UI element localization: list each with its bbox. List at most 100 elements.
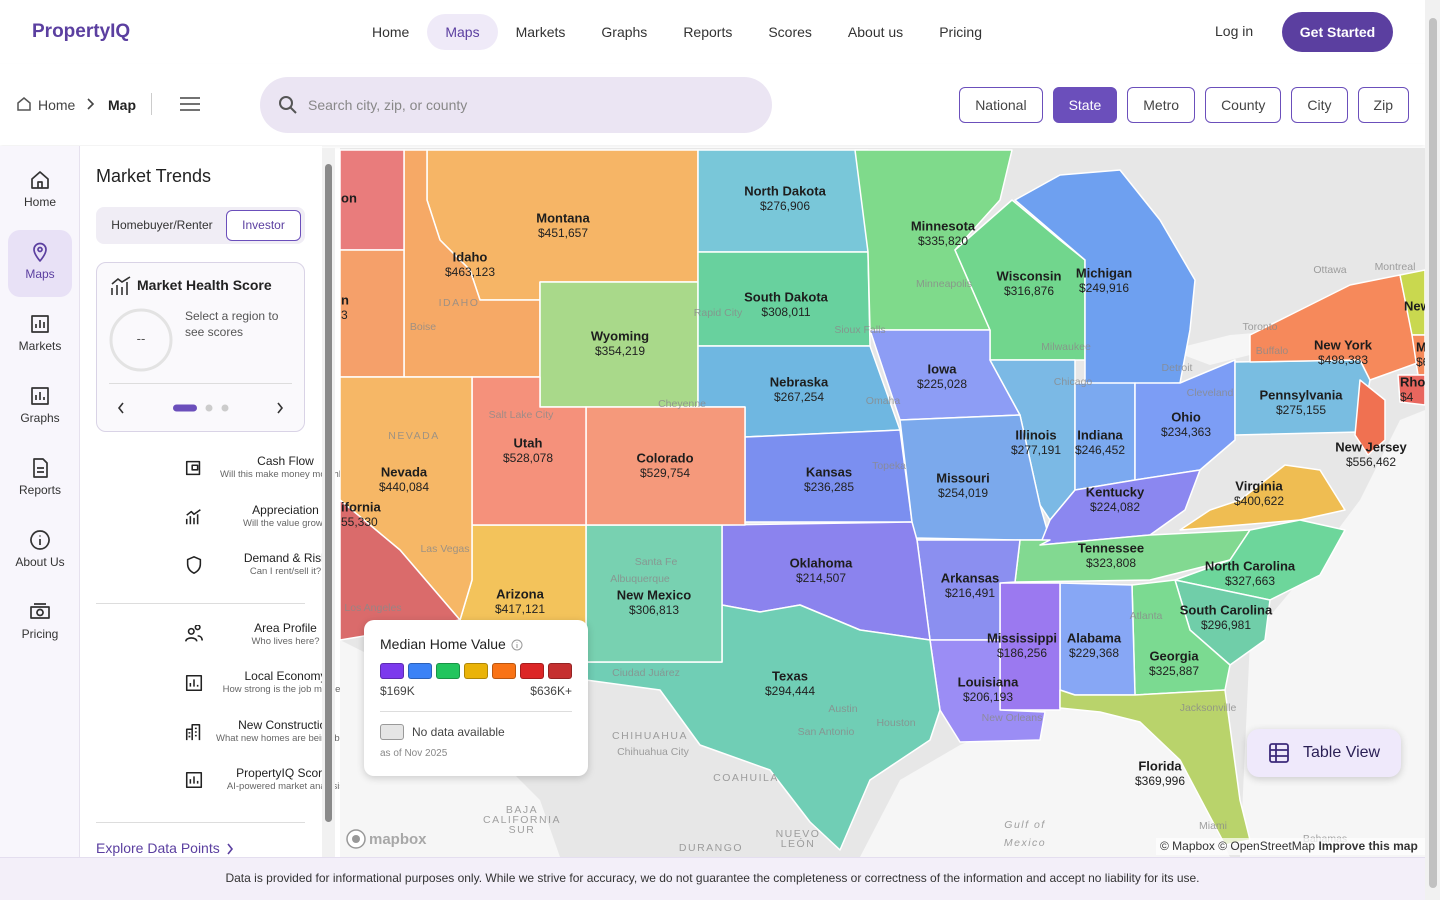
- mapbox-text: mapbox: [369, 830, 427, 848]
- icon: [185, 674, 203, 692]
- mapbox-logo[interactable]: mapbox: [346, 829, 434, 849]
- state-name: New H: [1404, 298, 1425, 313]
- nav-item[interactable]: Scores: [768, 24, 812, 40]
- breadcrumb-home[interactable]: Home: [38, 97, 76, 113]
- tab-active[interactable]: Investor: [226, 210, 301, 241]
- menu-icon[interactable]: [180, 97, 200, 111]
- health-icon: [111, 276, 131, 295]
- state-value: $6: [1416, 355, 1425, 369]
- nav-item[interactable]: Maps: [427, 14, 498, 50]
- level-button[interactable]: Metro: [1127, 87, 1196, 123]
- section-subtitle: Who lives here?: [251, 636, 320, 647]
- water: [860, 700, 1230, 857]
- state-name: Arizona: [496, 586, 544, 601]
- place-label: Santa Fe: [635, 556, 678, 568]
- carousel[interactable]: [116, 401, 286, 415]
- state-name: ifornia: [341, 499, 381, 514]
- state-value: $224,082: [1090, 500, 1140, 514]
- section-subtitle: How strong is the job market?: [222, 684, 349, 695]
- state-name: Nevada: [381, 464, 428, 479]
- level-button[interactable]: National: [959, 87, 1043, 123]
- state-value: $276,906: [760, 199, 810, 213]
- state-name: Colorado: [636, 450, 693, 465]
- icon: [185, 509, 201, 525]
- health-title: Market Health Score: [137, 277, 272, 293]
- sidebar-label: About Us: [15, 555, 65, 569]
- level-button[interactable]: County: [1205, 87, 1282, 123]
- state-value: $296,981: [1201, 618, 1251, 632]
- state-value: $327,663: [1225, 574, 1275, 588]
- nav-item[interactable]: Home: [372, 24, 410, 40]
- section-title: Local Economy: [244, 669, 327, 683]
- section-title: New Construction: [238, 718, 333, 732]
- legend-swatch: [492, 663, 516, 679]
- state-value: $323,808: [1086, 556, 1136, 570]
- state-value: $417,121: [495, 602, 545, 616]
- state-name: Indiana: [1077, 427, 1123, 442]
- sidebar-item[interactable]: About Us: [8, 518, 72, 585]
- sidebar-item[interactable]: Markets: [8, 302, 72, 369]
- panel: Market Trends Homebuyer/Renter Investor …: [80, 146, 373, 857]
- state-name: North Carolina: [1205, 558, 1296, 573]
- health-card: [96, 262, 305, 432]
- state-name: Montana: [536, 210, 590, 225]
- nav-item[interactable]: Pricing: [939, 24, 982, 40]
- logo[interactable]: PropertyIQ: [32, 21, 131, 42]
- page-scroll-thumb[interactable]: [1429, 18, 1437, 888]
- place-label: NUEVO: [776, 828, 821, 840]
- sidebar-item[interactable]: Pricing: [8, 590, 72, 657]
- state-value: $294,444: [765, 684, 815, 698]
- state-name: South Dakota: [744, 289, 829, 304]
- place-label: Cleveland: [1187, 387, 1234, 399]
- legend-title: Median Home Value: [380, 636, 506, 652]
- place-label: DURANGO: [679, 842, 743, 854]
- nav-item[interactable]: About us: [847, 24, 904, 40]
- state-name: Mass: [1416, 339, 1425, 354]
- sidebar-item[interactable]: Home: [8, 158, 72, 225]
- search-box[interactable]: [260, 77, 772, 133]
- nav-item[interactable]: Reports: [683, 24, 733, 40]
- place-label: Detroit: [1162, 362, 1193, 374]
- state-name: Utah: [514, 435, 543, 450]
- sidebar-item[interactable]: Graphs: [8, 374, 72, 441]
- icon: [31, 315, 49, 333]
- state-value: $267,254: [774, 390, 824, 404]
- tab[interactable]: Homebuyer/Renter: [111, 218, 213, 232]
- sidebar-label: Pricing: [21, 627, 59, 641]
- improve-link[interactable]: Improve this map: [1318, 839, 1418, 853]
- state-name: New York: [1314, 337, 1373, 352]
- state-value: $186,256: [997, 646, 1047, 660]
- explore-link[interactable]: Explore Data Points: [96, 840, 220, 856]
- sidebar-label: Maps: [25, 267, 55, 281]
- info-icon[interactable]: [511, 639, 523, 651]
- attribution-text[interactable]: © Mapbox © OpenStreetMap: [1160, 839, 1316, 853]
- place-label: Chihuahua City: [617, 746, 690, 758]
- state-value: $216,491: [945, 586, 995, 600]
- state-region: [1174, 519, 1346, 601]
- level-button[interactable]: City: [1291, 87, 1348, 123]
- state-value: $528,078: [503, 451, 553, 465]
- sidebar-item[interactable]: Reports: [8, 446, 72, 513]
- place-label: SUR: [509, 824, 536, 836]
- nav-item[interactable]: Graphs: [601, 24, 648, 40]
- sidebar-label: Markets: [18, 339, 62, 353]
- state-value: $463,123: [445, 265, 495, 279]
- state-value: $556,462: [1346, 455, 1396, 469]
- state-region: [340, 249, 405, 378]
- sidebar-item[interactable]: Maps: [8, 230, 72, 297]
- state-value: 3: [341, 308, 348, 322]
- state-name: Nebraska: [770, 374, 829, 389]
- level-button[interactable]: State: [1052, 87, 1118, 123]
- nav-item[interactable]: Markets: [515, 24, 566, 40]
- state-name: Michigan: [1076, 265, 1132, 280]
- get-started[interactable]: Get Started: [1282, 12, 1393, 52]
- level-button[interactable]: Zip: [1357, 87, 1409, 123]
- table-view-button[interactable]: [1247, 729, 1401, 777]
- home-icon: [17, 97, 31, 111]
- section-title: Appreciation: [252, 503, 319, 517]
- login[interactable]: Log in: [1215, 23, 1254, 39]
- scroll-thumb[interactable]: [325, 164, 332, 822]
- state-name: Rho: [1400, 374, 1425, 389]
- place-label: Houston: [876, 717, 915, 729]
